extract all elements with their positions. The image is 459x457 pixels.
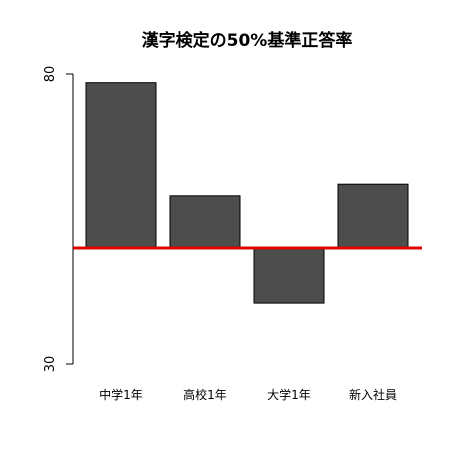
- y-tick-label-top: 80: [43, 66, 58, 83]
- y-axis: 80 30: [43, 66, 74, 373]
- category-labels: 中学1年 高校1年 大学1年 新入社員: [99, 387, 397, 402]
- chart-title: 漢字検定の50%基準正答率: [142, 30, 353, 51]
- bar-3: [253, 247, 325, 304]
- bar-1: [85, 82, 157, 249]
- bar-4: [337, 183, 409, 249]
- category-label-4: 新入社員: [349, 387, 397, 402]
- category-label-1: 中学1年: [99, 387, 143, 402]
- category-label-3: 大学1年: [267, 387, 311, 402]
- category-label-2: 高校1年: [183, 387, 227, 402]
- bar-2: [169, 195, 241, 249]
- y-tick-label-bottom: 30: [43, 356, 58, 373]
- bars: [85, 82, 409, 304]
